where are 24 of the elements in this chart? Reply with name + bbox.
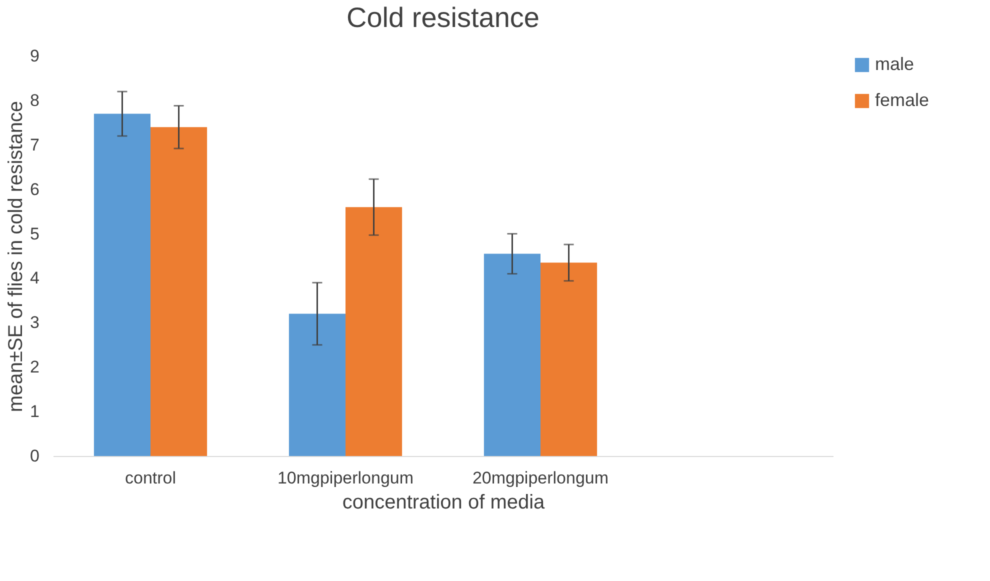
y-tick-label: 6 bbox=[30, 180, 40, 199]
bar bbox=[484, 254, 540, 456]
bar bbox=[288, 314, 346, 456]
y-tick-label: 8 bbox=[30, 90, 40, 110]
y-axis-title: mean±SE of flies in cold resistance bbox=[5, 100, 28, 412]
legend-label: male bbox=[875, 54, 914, 74]
x-tick-label: 20mgpiperlongum bbox=[472, 468, 609, 488]
bar bbox=[150, 127, 208, 456]
x-tick-label: 10mgpiperlongum bbox=[277, 468, 414, 488]
x-tick-label: control bbox=[124, 468, 176, 488]
y-tick-label: 3 bbox=[30, 313, 40, 332]
x-axis-title: concentration of media bbox=[342, 492, 546, 514]
bar bbox=[540, 262, 598, 456]
y-tick-label: 2 bbox=[30, 358, 40, 377]
bar bbox=[346, 207, 402, 456]
y-tick-label: 7 bbox=[30, 135, 40, 154]
y-tick-label: 1 bbox=[30, 402, 40, 422]
bar bbox=[94, 114, 150, 456]
chart-title: Cold resistance bbox=[346, 2, 540, 33]
y-tick-label: 9 bbox=[30, 46, 40, 66]
legend-label: female bbox=[875, 90, 930, 110]
y-tick-label: 4 bbox=[30, 268, 40, 288]
y-tick-label: 0 bbox=[30, 446, 40, 466]
y-tick-label: 5 bbox=[30, 224, 40, 244]
